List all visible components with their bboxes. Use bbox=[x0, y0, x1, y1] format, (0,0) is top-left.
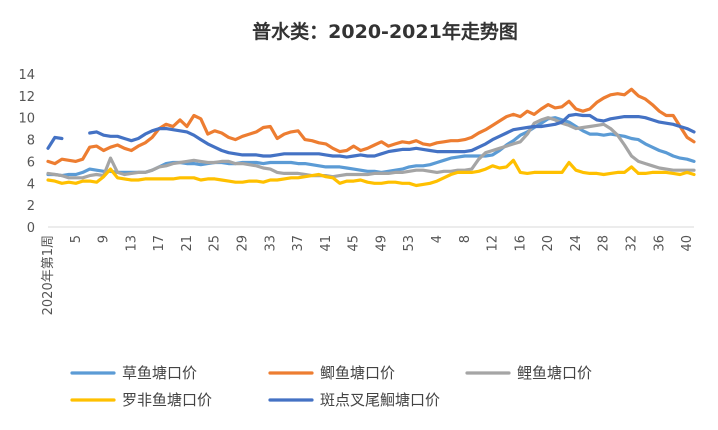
x-tick-label: 2020年第1周 bbox=[41, 235, 56, 315]
x-tick-label: 12 bbox=[486, 235, 501, 252]
x-tick-label: 29 bbox=[235, 235, 250, 252]
chart-title: 普水类：2020-2021年走势图 bbox=[252, 20, 518, 43]
y-tick-label: 14 bbox=[18, 68, 35, 83]
x-tick-label: 9 bbox=[97, 235, 112, 243]
x-tick-label: 16 bbox=[513, 235, 528, 252]
x-tick-label: 37 bbox=[291, 235, 306, 252]
x-tick-label: 5 bbox=[69, 235, 84, 243]
legend-label-1: 鲫鱼塘口价 bbox=[320, 364, 395, 382]
y-tick-label: 6 bbox=[27, 155, 35, 170]
y-tick-label: 12 bbox=[18, 90, 35, 105]
series-line-4 bbox=[46, 112, 696, 159]
x-tick-label: 20 bbox=[541, 235, 556, 252]
x-axis: 2020年第1周 5 9 13 17 21 25 29 33 37 41 45 49 53 4 8 12 16 20… bbox=[41, 226, 695, 315]
x-tick-label: 36 bbox=[652, 235, 667, 252]
y-tick-label: 2 bbox=[27, 199, 35, 214]
legend-label-4: 斑点叉尾鮰塘口价 bbox=[320, 391, 440, 409]
series-line-2 bbox=[46, 116, 696, 180]
series-line-3 bbox=[46, 158, 696, 188]
y-axis: 0 2 4 6 8 10 12 14 bbox=[18, 68, 35, 236]
x-tick-label: 4 bbox=[430, 235, 445, 243]
x-tick-label: 25 bbox=[208, 235, 223, 252]
x-tick-label: 40 bbox=[680, 235, 695, 252]
x-tick-label: 21 bbox=[180, 235, 195, 252]
y-tick-label: 4 bbox=[27, 177, 35, 192]
series-line-1 bbox=[46, 87, 696, 166]
x-tick-label: 45 bbox=[347, 235, 362, 252]
x-tick-label: 13 bbox=[124, 235, 139, 252]
y-tick-label: 0 bbox=[27, 221, 35, 236]
x-tick-label: 8 bbox=[458, 235, 473, 243]
x-tick-label: 49 bbox=[374, 235, 389, 252]
y-tick-label: 8 bbox=[27, 134, 35, 149]
legend-label-3: 罗非鱼塘口价 bbox=[122, 391, 212, 409]
x-tick-label: 24 bbox=[569, 235, 584, 252]
x-tick-label: 32 bbox=[624, 235, 639, 252]
legend-label-2: 鲤鱼塘口价 bbox=[517, 364, 592, 382]
x-tick-label: 53 bbox=[402, 235, 417, 252]
y-tick-label: 10 bbox=[18, 112, 35, 127]
x-tick-label: 33 bbox=[263, 235, 278, 252]
x-tick-label: 41 bbox=[319, 235, 334, 252]
legend-label-0: 草鱼塘口价 bbox=[122, 364, 197, 382]
x-tick-label: 17 bbox=[152, 235, 167, 252]
series-layer bbox=[46, 87, 696, 188]
x-tick-label: 28 bbox=[597, 235, 612, 252]
